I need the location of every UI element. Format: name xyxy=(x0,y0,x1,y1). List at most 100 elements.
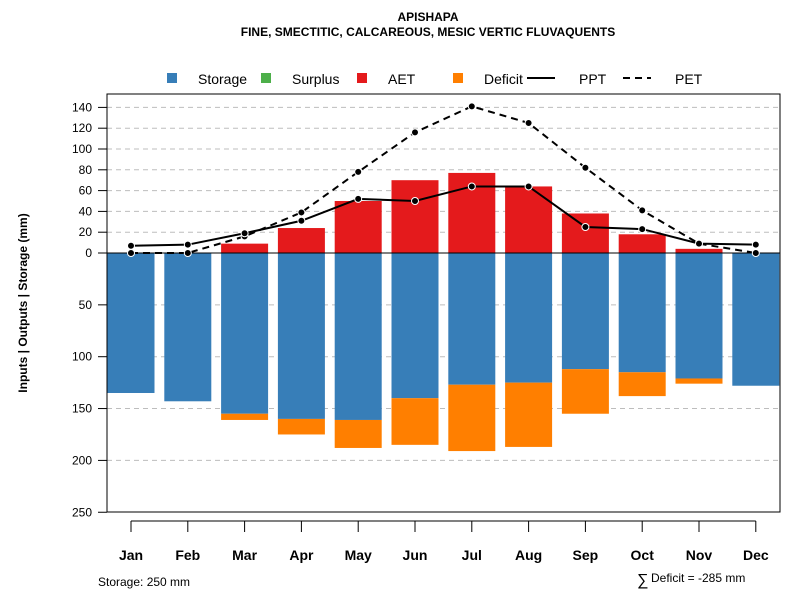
ppt-point xyxy=(183,240,192,249)
deficit-bar xyxy=(618,372,666,397)
y-tick-label: 0 xyxy=(85,246,92,260)
ppt-point xyxy=(297,216,306,225)
storage-bar xyxy=(221,253,269,414)
ppt-point xyxy=(581,223,590,231)
x-tick-label: Jul xyxy=(462,547,482,563)
pet-point xyxy=(354,167,363,176)
legend-swatch xyxy=(357,73,367,83)
y-tick-label: 200 xyxy=(72,453,92,467)
legend-label: Storage xyxy=(198,71,247,87)
x-tick-label: Feb xyxy=(175,547,200,563)
deficit-bar xyxy=(448,384,496,452)
storage-bar xyxy=(561,253,609,370)
ppt-point xyxy=(524,182,533,191)
aet-bar xyxy=(505,186,553,253)
ppt-point xyxy=(240,229,249,238)
storage-note: Storage: 250 mm xyxy=(98,575,190,589)
pet-point xyxy=(127,249,135,257)
storage-bar xyxy=(505,253,553,383)
pet-point xyxy=(751,249,760,257)
ppt-point xyxy=(638,225,647,234)
storage-bar xyxy=(448,253,496,385)
ppt-line xyxy=(130,185,756,247)
pet-point xyxy=(467,102,476,111)
storage-bar xyxy=(732,253,780,386)
legend-swatch xyxy=(167,73,177,83)
deficit-bar xyxy=(334,419,382,448)
ppt-point xyxy=(467,182,476,191)
storage-bar xyxy=(675,253,723,379)
ppt-point xyxy=(751,240,760,249)
legend-label: PET xyxy=(675,71,703,87)
x-tick-label: Jan xyxy=(119,547,143,563)
y-tick-label: 80 xyxy=(79,163,93,177)
y-tick-label: 50 xyxy=(79,298,93,312)
pet-point xyxy=(524,119,533,127)
y-tick-label: 140 xyxy=(72,100,92,114)
aet-bar xyxy=(561,213,609,253)
legend-label: AET xyxy=(388,71,416,87)
x-tick-label: Jun xyxy=(403,547,428,563)
y-tick-label: 20 xyxy=(79,225,93,239)
y-axis-label: Inputs | Outputs | Storage (mm) xyxy=(16,213,30,392)
legend-label: PPT xyxy=(579,71,607,87)
x-tick-label: Apr xyxy=(289,547,314,563)
y-tick-label: 250 xyxy=(72,505,92,519)
legend-swatch xyxy=(261,73,271,83)
storage-bar xyxy=(277,253,325,419)
ppt-point xyxy=(411,197,419,205)
sum-symbol: ∑ xyxy=(637,572,648,589)
storage-bar xyxy=(107,253,155,393)
y-tick-label: 100 xyxy=(72,142,92,156)
pet-point xyxy=(638,206,647,215)
deficit-bar xyxy=(277,418,325,435)
y-tick-label: 100 xyxy=(72,350,92,364)
chart-legend: Storage Surplus AET Deficit PPT PET xyxy=(167,71,703,87)
x-tick-label: Sep xyxy=(573,547,599,563)
ppt-point xyxy=(695,239,703,248)
chart-title: APISHAPA xyxy=(397,10,458,24)
gridlines xyxy=(107,106,780,461)
legend-label: Deficit xyxy=(484,71,523,87)
aet-bar xyxy=(221,243,269,253)
aet-bar xyxy=(391,180,439,253)
x-tick-label: Nov xyxy=(686,547,713,563)
x-tick-label: May xyxy=(345,547,372,563)
deficit-note: Deficit = -285 mm xyxy=(651,571,745,585)
pet-point xyxy=(581,163,590,172)
pet-point xyxy=(297,208,306,217)
storage-bar xyxy=(618,253,666,373)
chart-subtitle: FINE, SMECTITIC, CALCAREOUS, MESIC VERTI… xyxy=(241,25,615,39)
x-tick-label: Aug xyxy=(515,547,542,563)
y-tick-label: 60 xyxy=(79,184,93,198)
y-tick-label: 40 xyxy=(79,204,93,218)
aet-bar xyxy=(334,201,382,253)
y-tick-label: 150 xyxy=(72,402,92,416)
plot-frame xyxy=(106,93,781,513)
deficit-bar xyxy=(561,369,609,414)
y-tick-label: 120 xyxy=(72,121,92,135)
storage-bar xyxy=(164,253,212,402)
storage-bar xyxy=(391,253,439,399)
x-axis: Jan Feb Mar Apr May Jun Jul Aug Sep Oct Nov Dec xyxy=(119,520,769,563)
deficit-bar xyxy=(221,413,269,420)
legend-label: Surplus xyxy=(292,71,339,87)
aet-bar xyxy=(277,228,325,253)
bars xyxy=(107,172,780,452)
aet-bar xyxy=(675,248,723,253)
x-tick-label: Dec xyxy=(743,547,769,563)
x-tick-label: Mar xyxy=(232,547,257,563)
aet-bar xyxy=(618,234,666,253)
ppt-point xyxy=(354,194,363,203)
y-axis: 0 20 40 60 80 100 120 140 50 100 150 200 250 xyxy=(72,100,107,519)
x-tick-label: Oct xyxy=(631,547,655,563)
pet-line xyxy=(131,105,756,254)
pet-point xyxy=(183,249,192,257)
series-lines xyxy=(127,102,760,257)
deficit-bar xyxy=(675,378,723,384)
ppt-point xyxy=(127,241,135,250)
deficit-bar xyxy=(391,398,439,445)
legend-swatch xyxy=(453,73,463,83)
deficit-bar xyxy=(505,382,553,447)
